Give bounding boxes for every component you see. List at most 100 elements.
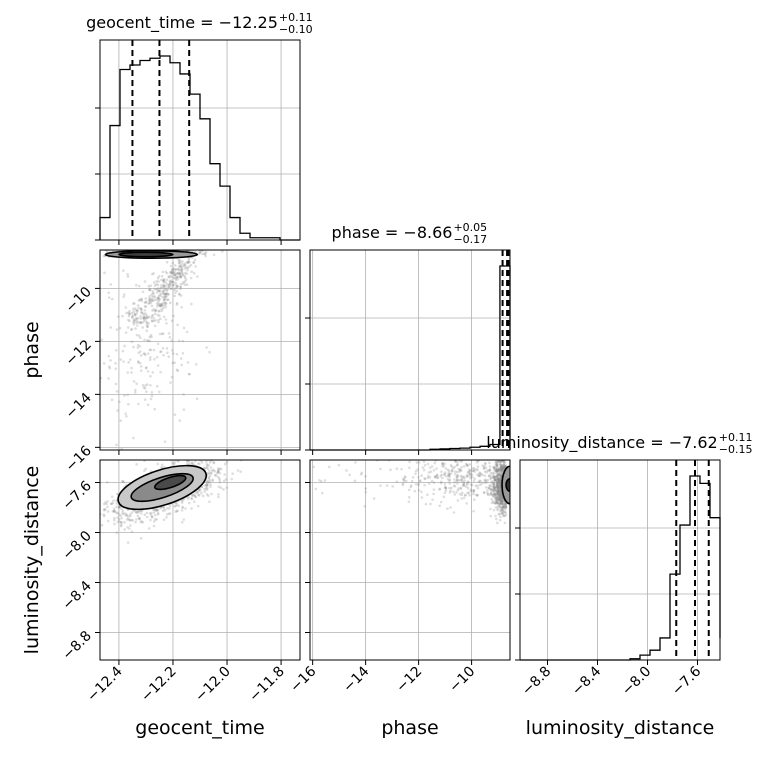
sample-point	[497, 492, 500, 495]
sample-point	[142, 246, 145, 249]
sample-point	[502, 503, 506, 506]
sample-point	[157, 298, 161, 301]
sample-point	[212, 253, 216, 257]
sample-point	[502, 457, 505, 460]
sample-point	[204, 254, 207, 258]
sample-point	[483, 464, 486, 468]
sample-point	[216, 475, 220, 479]
sample-point	[476, 465, 480, 469]
sample-point	[459, 486, 463, 490]
sample-point	[440, 470, 443, 473]
sample-point	[161, 279, 165, 283]
sample-point	[149, 356, 152, 359]
sample-point	[140, 311, 143, 314]
sample-point	[462, 496, 466, 500]
sample-point	[495, 465, 499, 469]
sample-point	[423, 477, 427, 481]
sample-point	[176, 323, 179, 327]
sample-point	[427, 482, 431, 485]
sample-point	[498, 498, 502, 502]
sample-point	[163, 298, 167, 301]
sample-point	[159, 245, 162, 248]
sample-point	[150, 394, 154, 398]
sample-point	[160, 302, 164, 306]
sample-point	[147, 299, 151, 302]
sample-point	[126, 525, 129, 529]
sample-point	[128, 518, 131, 522]
sample-point	[415, 461, 419, 464]
sample-point	[496, 477, 500, 481]
sample-point	[478, 454, 481, 457]
sample-point	[156, 296, 160, 300]
sample-point	[183, 283, 187, 287]
sample-point	[216, 471, 220, 474]
sample-point	[497, 498, 501, 501]
sample-point	[155, 244, 158, 247]
sample-point	[499, 468, 503, 472]
sample-point	[126, 272, 129, 276]
sample-point	[141, 321, 144, 324]
sample-point	[185, 246, 188, 249]
sample-point	[155, 291, 159, 294]
sample-point	[502, 466, 505, 469]
sample-point	[161, 289, 165, 293]
sample-point	[428, 476, 432, 479]
sample-point	[126, 514, 130, 518]
sample-point	[435, 474, 439, 477]
sample-point	[456, 499, 460, 502]
sample-point	[181, 260, 184, 263]
sample-point	[503, 514, 506, 518]
sample-point	[155, 283, 158, 286]
sample-point	[450, 470, 454, 473]
sample-point	[190, 507, 193, 510]
sample-point	[448, 475, 451, 478]
sample-point	[496, 492, 500, 495]
sample-point	[124, 242, 127, 245]
sample-point	[182, 518, 186, 521]
sample-point	[169, 270, 173, 274]
sample-point	[88, 339, 91, 342]
sample-point	[173, 246, 176, 249]
sample-point	[107, 354, 111, 358]
sample-point	[501, 505, 505, 509]
sample-point	[500, 495, 504, 498]
sample-point	[450, 469, 453, 473]
sample-point	[170, 275, 173, 279]
sample-point	[150, 515, 154, 519]
sample-point	[504, 455, 507, 458]
sample-point	[174, 504, 178, 508]
sample-point	[475, 454, 478, 457]
sample-point	[136, 244, 139, 247]
sample-point	[503, 465, 506, 468]
sample-point	[466, 464, 469, 468]
sample-point	[526, 490, 529, 493]
sample-point	[171, 280, 174, 284]
sample-point	[170, 457, 173, 460]
sample-point	[126, 326, 130, 329]
sample-point	[192, 260, 196, 264]
sample-point	[155, 508, 159, 511]
sample-point	[476, 493, 479, 497]
sample-point	[120, 447, 124, 450]
sample-point	[143, 352, 147, 355]
sample-point	[447, 471, 450, 475]
sample-point	[153, 324, 157, 328]
sample-point	[222, 479, 226, 483]
sample-point	[499, 470, 502, 474]
y-tick-label-luminosity_distance-3: −7.6	[59, 478, 94, 513]
sample-point	[136, 324, 139, 327]
sample-point	[372, 497, 376, 500]
sample-point	[499, 455, 502, 458]
sample-point	[156, 303, 160, 307]
sample-point	[219, 486, 223, 490]
sample-point	[161, 301, 165, 305]
sample-point	[174, 283, 178, 286]
sample-point	[246, 494, 249, 497]
sample-point	[208, 500, 211, 504]
sample-point	[494, 460, 498, 463]
sample-point	[207, 472, 211, 475]
sample-point	[109, 502, 113, 506]
sample-point	[217, 493, 220, 496]
sample-point	[151, 298, 154, 302]
sample-point	[499, 492, 502, 496]
